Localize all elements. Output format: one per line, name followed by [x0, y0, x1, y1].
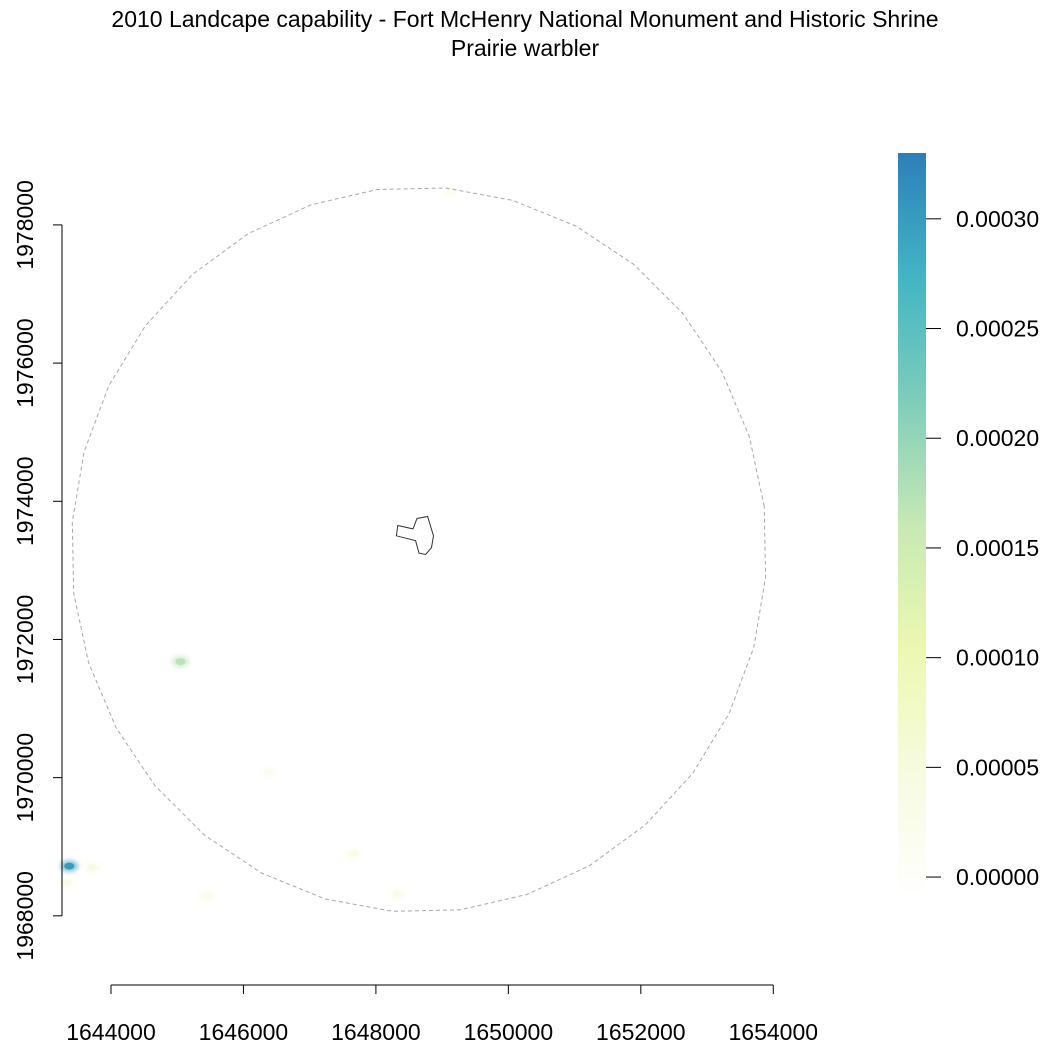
x-axis: 1644000 1646000 1648000 1650000 1652000 16540… [66, 984, 819, 1045]
x-tick-label: 1646000 [199, 1019, 289, 1045]
figure-title: 2010 Landcape capability - Fort McHenry … [111, 6, 939, 32]
raster-hotspot [83, 861, 102, 874]
y-tick-label: 1976000 [12, 318, 38, 408]
figure-subtitle: Prairie warbler [450, 35, 600, 61]
legend-color-bar [898, 153, 926, 899]
raster-layer [57, 185, 460, 903]
y-tick-label: 1972000 [12, 595, 38, 685]
legend-tick-label: 0.00030 [956, 206, 1039, 232]
x-tick-label: 1654000 [729, 1019, 819, 1045]
legend-tick-label: 0.00015 [956, 535, 1039, 561]
legend-tick-label: 0.00010 [956, 645, 1039, 671]
raster-hotspot [197, 890, 216, 903]
raster-hotspot [171, 655, 190, 668]
legend-tick-label: 0.00000 [956, 864, 1039, 890]
y-axis: 1968000 1970000 1972000 1974000 1976000 19780… [12, 180, 63, 961]
legend-tick-label: 0.00020 [956, 425, 1039, 451]
park-boundary [395, 515, 435, 556]
x-tick-label: 1648000 [331, 1019, 421, 1045]
raster-hotspot [441, 185, 460, 198]
x-tick-label: 1652000 [596, 1019, 686, 1045]
y-tick-label: 1978000 [12, 180, 38, 270]
x-tick-label: 1644000 [66, 1019, 156, 1045]
legend-tick-label: 0.00005 [956, 754, 1039, 780]
legend-tick-label: 0.00025 [956, 316, 1039, 342]
raster-hotspot [388, 887, 407, 900]
raster-hotspot [343, 847, 362, 860]
legend-ticks: 0.00000 0.00005 0.00010 0.00015 0.00020 0.000… [926, 206, 1039, 890]
buffer-boundary [71, 187, 767, 912]
raster-hotspot [57, 876, 76, 889]
y-tick-label: 1970000 [12, 733, 38, 823]
raster-hotspot [259, 766, 278, 779]
x-tick-label: 1650000 [464, 1019, 554, 1045]
raster-hotspot [60, 860, 79, 873]
y-tick-label: 1974000 [12, 456, 38, 546]
y-tick-label: 1968000 [12, 871, 38, 961]
color-legend: 0.00000 0.00005 0.00010 0.00015 0.00020 0.000… [898, 153, 1039, 899]
